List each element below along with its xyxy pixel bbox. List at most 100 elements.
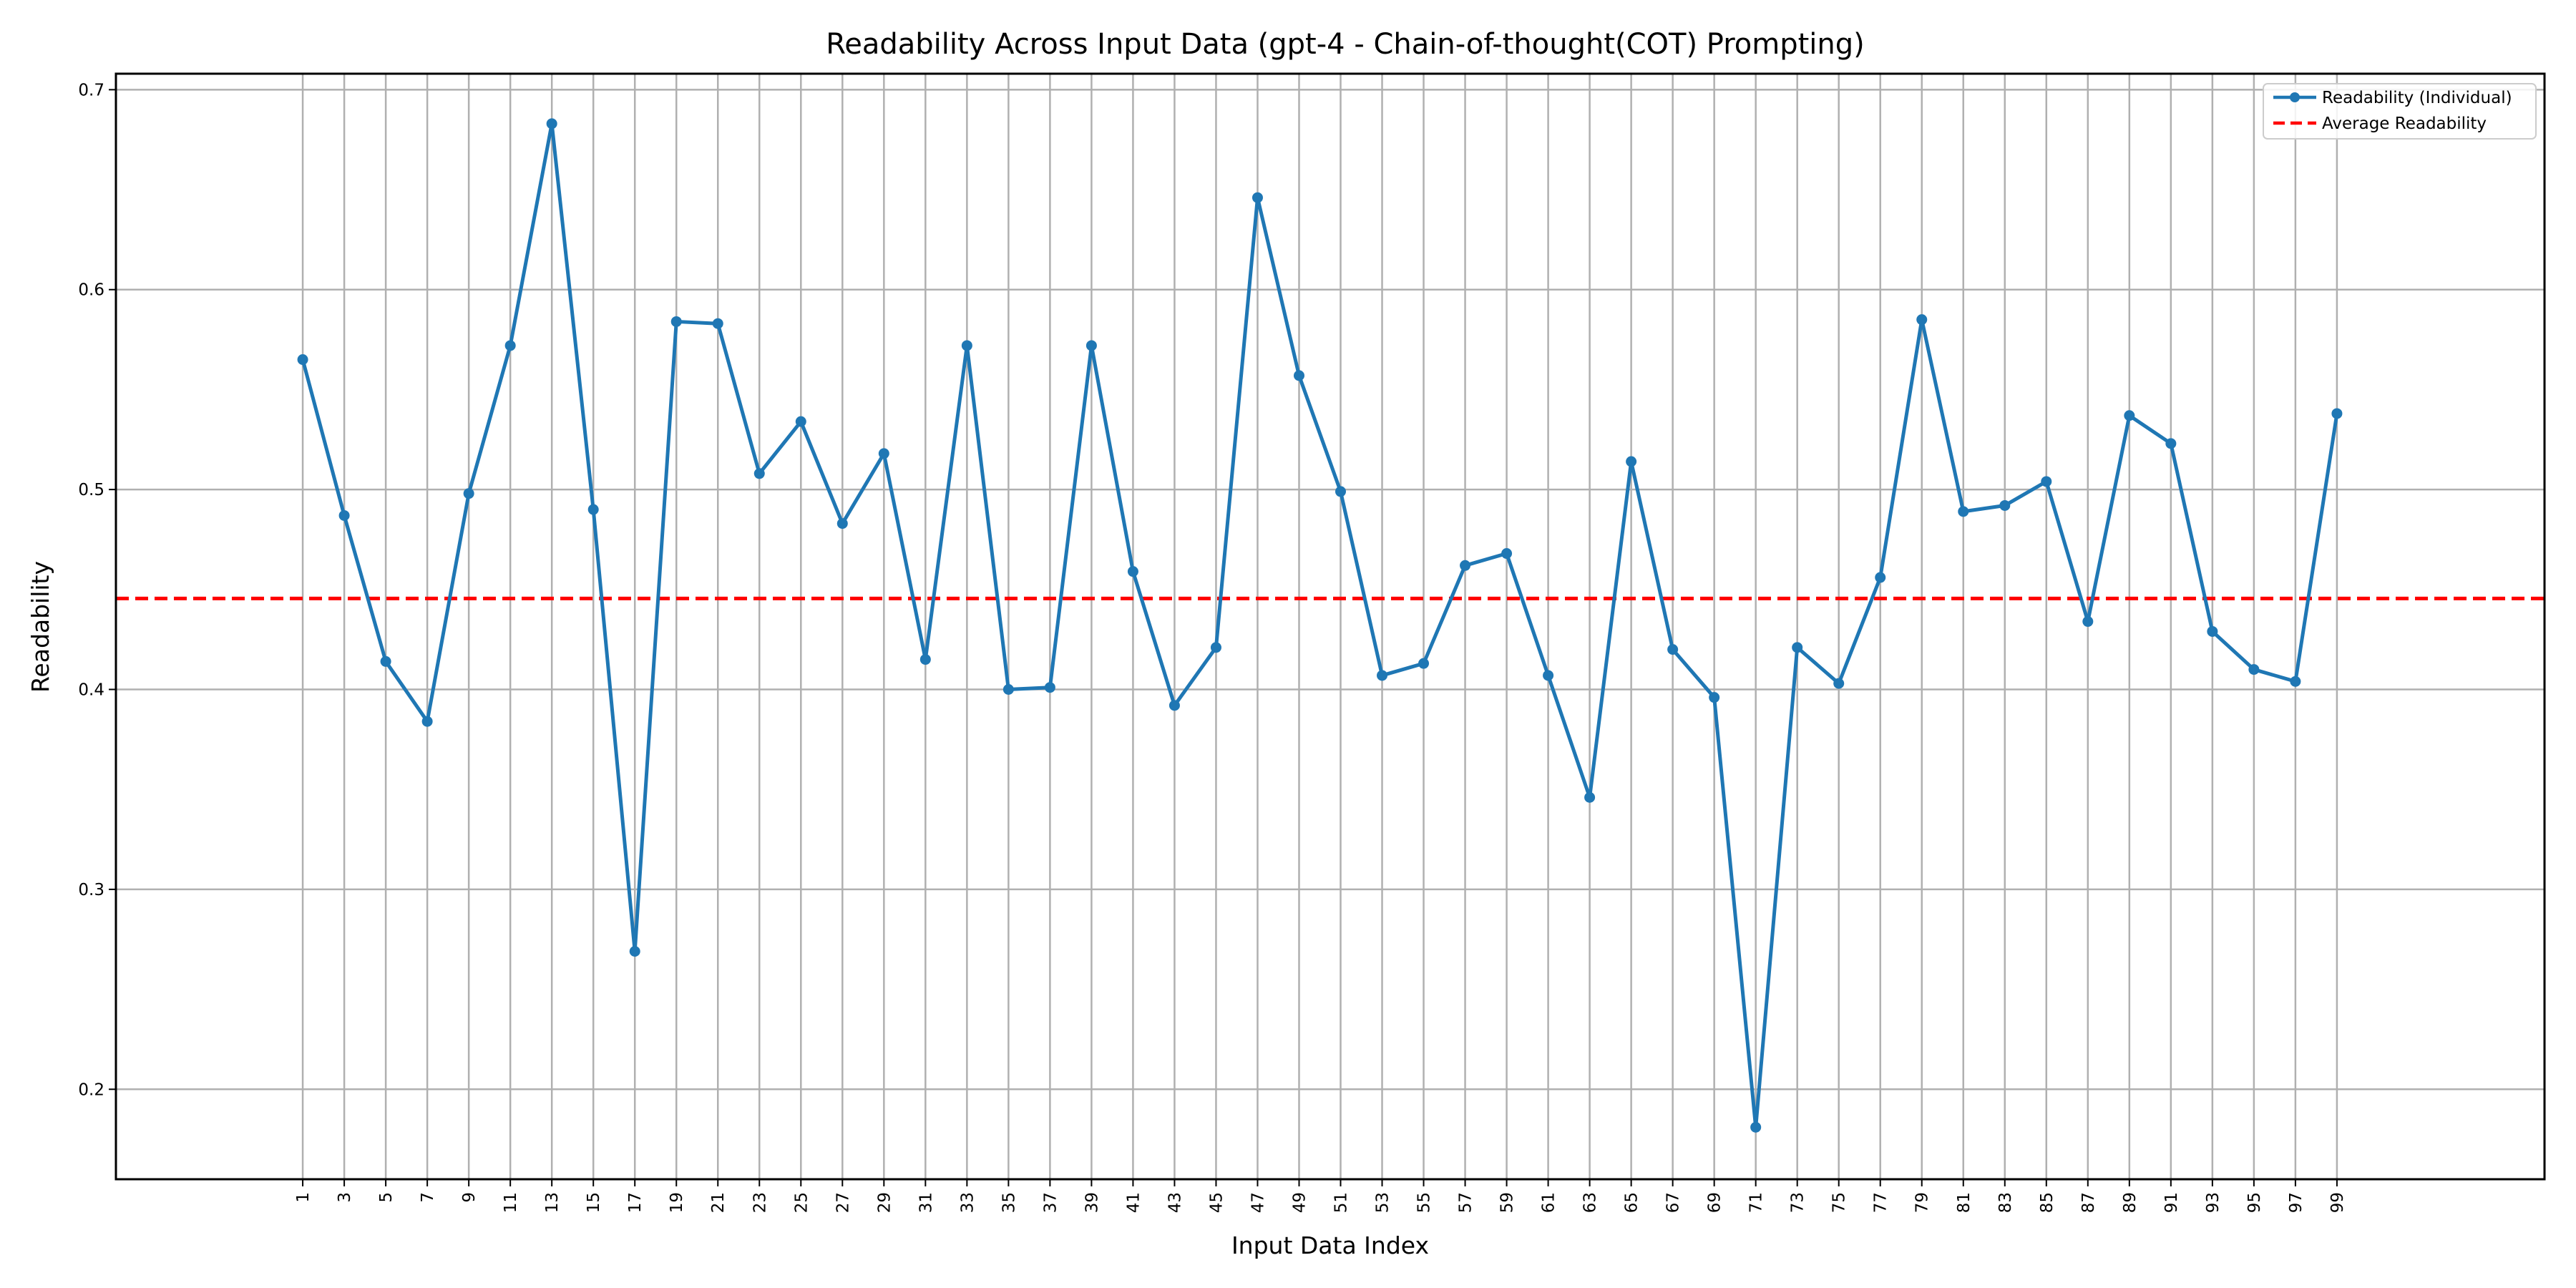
x-tick-label: 37: [1041, 1192, 1060, 1213]
data-point: [1460, 560, 1471, 571]
x-tick-label: 57: [1457, 1192, 1475, 1213]
x-tick-label: 91: [2162, 1192, 2181, 1213]
data-point: [1709, 692, 1720, 703]
data-point: [1002, 684, 1014, 696]
y-tick-label: 0.4: [78, 681, 104, 700]
data-point: [2207, 625, 2218, 637]
data-point: [587, 504, 599, 515]
plot-frame: [114, 72, 2546, 1181]
data-point: [463, 488, 474, 499]
data-point: [795, 416, 806, 427]
y-tick-label: 0.5: [78, 481, 104, 499]
x-tick-label: 41: [1124, 1192, 1143, 1213]
data-point: [961, 340, 972, 351]
y-tick-label: 0.2: [78, 1080, 104, 1099]
data-point: [1999, 499, 2011, 511]
x-tick-label: 47: [1249, 1192, 1267, 1213]
data-point: [1833, 678, 1845, 689]
data-point: [2165, 438, 2177, 449]
data-point: [1750, 1121, 1762, 1133]
data-point: [1626, 456, 1637, 467]
chart-title: Readability Across Input Data (gpt-4 - C…: [826, 28, 1864, 61]
series-layer: [297, 118, 2343, 1133]
data-point: [1418, 658, 1430, 669]
x-tick-label: 99: [2328, 1192, 2347, 1213]
data-point: [836, 518, 848, 530]
legend-box: [2263, 83, 2537, 140]
data-point: [546, 118, 557, 130]
data-point: [1169, 700, 1180, 711]
data-point: [1085, 340, 1097, 351]
series-line: [301, 122, 2339, 1129]
x-tick-label: 13: [543, 1192, 562, 1213]
data-point: [712, 318, 723, 329]
data-point: [1543, 670, 1554, 681]
data-point: [1377, 670, 1388, 681]
x-tick-label: 77: [1872, 1192, 1890, 1213]
data-point: [504, 340, 516, 351]
data-point: [629, 946, 640, 957]
data-point: [1916, 314, 1928, 326]
data-point: [2290, 675, 2301, 687]
x-tick-label: 81: [1955, 1192, 1974, 1213]
x-tick-label: 45: [1207, 1192, 1226, 1213]
x-tick-label: 17: [626, 1192, 645, 1213]
x-tick-label: 75: [1830, 1192, 1849, 1213]
data-point: [1958, 506, 1969, 517]
data-point: [338, 509, 350, 521]
x-tick-label: 73: [1789, 1192, 1807, 1213]
data-point: [1044, 682, 1055, 693]
legend-label-individual: Readability (Individual): [2322, 89, 2512, 107]
x-tick-label: 51: [1332, 1192, 1351, 1213]
data-point: [2124, 410, 2135, 421]
x-tick-label: 53: [1374, 1192, 1392, 1213]
data-point: [1127, 566, 1138, 577]
x-tick-label: 21: [709, 1192, 728, 1213]
data-point: [878, 448, 889, 459]
x-tick-label: 93: [2204, 1192, 2223, 1213]
data-point: [1501, 548, 1513, 560]
data-point: [670, 316, 682, 327]
x-tick-label: 9: [460, 1192, 479, 1203]
y-tick-label: 0.3: [78, 881, 104, 899]
x-tick-label: 55: [1415, 1192, 1434, 1213]
x-tick-label: 95: [2245, 1192, 2264, 1213]
data-point: [2082, 616, 2094, 628]
x-tick-label: 49: [1290, 1192, 1309, 1213]
data-point: [1792, 642, 1803, 653]
y-axis-ticks: 0.2 0.3 0.4 0.5 0.6 0.7: [78, 81, 116, 1099]
x-tick-label: 15: [585, 1192, 603, 1213]
y-tick-label: 0.6: [78, 281, 104, 300]
grid-lines: [116, 74, 2545, 1179]
legend: Readability (Individual) Average Readabi…: [2263, 83, 2537, 140]
x-tick-label: 27: [834, 1192, 852, 1213]
data-point: [2041, 476, 2052, 487]
data-point: [1667, 644, 1679, 655]
data-point: [1875, 572, 1886, 583]
x-tick-label: 79: [1913, 1192, 1932, 1213]
x-tick-label: 7: [419, 1192, 437, 1203]
x-tick-label: 61: [1540, 1192, 1558, 1213]
x-axis-ticks: 1 3 5 7 9 11 13 15 17 19 21 23 25 27 29 31 33 35 37 39 41 43 4…: [294, 1179, 2347, 1213]
x-tick-label: 65: [1623, 1192, 1641, 1213]
y-tick-label: 0.7: [78, 81, 104, 99]
legend-label-average: Average Readability: [2322, 114, 2487, 133]
x-tick-label: 85: [2038, 1192, 2057, 1213]
x-tick-label: 63: [1581, 1192, 1600, 1213]
data-point: [421, 716, 433, 727]
x-tick-label: 35: [1000, 1192, 1018, 1213]
x-tick-label: 87: [2079, 1192, 2098, 1213]
x-tick-label: 25: [792, 1192, 811, 1213]
x-tick-label: 1: [294, 1192, 313, 1203]
x-tick-label: 11: [502, 1192, 520, 1213]
data-point: [1584, 791, 1596, 803]
x-tick-label: 29: [875, 1192, 894, 1213]
x-tick-label: 97: [2287, 1192, 2306, 1213]
data-point: [1293, 370, 1304, 381]
data-point: [1252, 192, 1263, 203]
x-tick-label: 43: [1166, 1192, 1184, 1213]
x-tick-label: 3: [336, 1192, 354, 1203]
x-tick-label: 23: [751, 1192, 769, 1213]
